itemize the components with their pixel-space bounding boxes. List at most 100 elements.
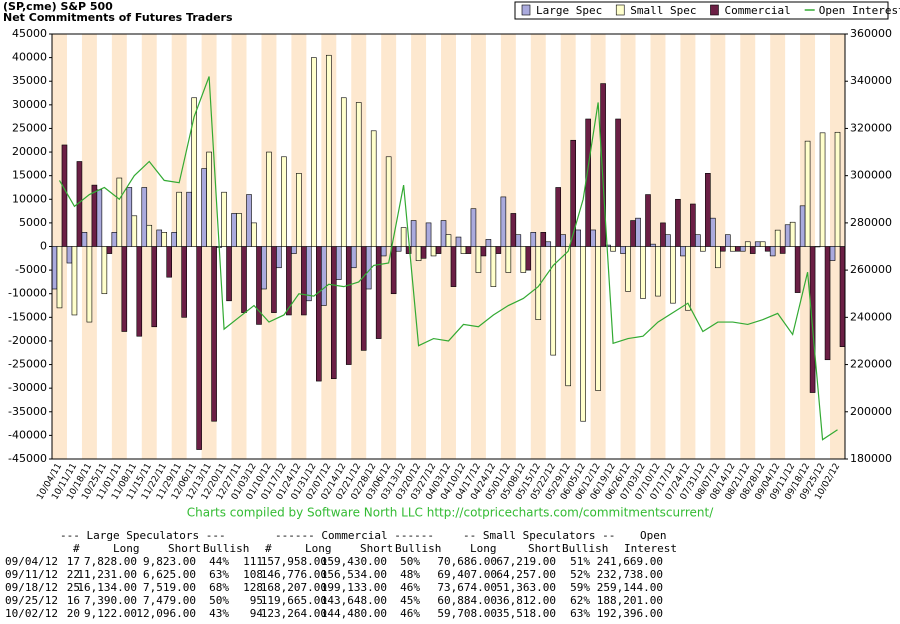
bar [646,195,651,247]
table-column-header: # [265,542,272,555]
table-cell: 45% [400,594,420,607]
bar [456,237,461,246]
bar [202,169,207,247]
bar [745,242,750,247]
bar [396,247,401,252]
table-column-header: Short [168,542,201,555]
table-cell: 64,257.00 [496,568,556,581]
table-column-header: Bullish [203,542,249,555]
table-cell: 146,776.00 [261,568,327,581]
bar [665,235,670,247]
bar [616,119,621,247]
table-group-header: ------ Commercial ------ [275,529,434,542]
bar [276,247,281,268]
table-cell: 7,390.00 [84,594,137,607]
bar [142,187,147,246]
bar [795,247,800,293]
bar [132,216,137,247]
bar [162,232,167,246]
bar [785,225,790,247]
table-cell: 50% [209,594,229,607]
table-cell: 67,219.00 [496,555,556,568]
bar [341,98,346,247]
bar [57,247,62,308]
table-cell: 43% [209,607,229,620]
bar [576,230,581,247]
y-tick-label: 35000 [12,74,47,87]
bar [780,247,785,254]
y-tick-label: -5000 [15,263,47,276]
y-tick-label: 45000 [12,27,47,40]
bar [606,245,611,246]
y2-tick-label: 240000 [850,310,892,323]
table-cell: 50% [400,555,420,568]
bar [636,218,641,246]
table-column-header: Short [360,542,393,555]
bar [72,247,77,315]
bar [770,247,775,256]
bar [212,247,217,422]
bar [237,213,242,246]
bar [730,247,735,252]
bar [581,247,586,422]
table-cell: 168,207.00 [261,581,327,594]
bar [321,247,326,306]
table-cell: 62% [570,594,590,607]
bar [336,247,341,280]
bar [112,232,117,246]
table-cell: 7,479.00 [143,594,196,607]
bar [710,218,715,246]
bar [531,232,536,246]
bar [476,247,481,273]
table-cell: 09/04/12 [5,555,58,568]
bar [466,247,471,254]
bar [157,230,162,247]
table-cell: 16,134.00 [77,581,137,594]
bar [491,247,496,287]
table-cell: 6,625.00 [143,568,196,581]
bar [521,247,526,273]
bar [82,232,87,246]
y-tick-label: 25000 [12,121,47,134]
y-tick-label: -25000 [8,358,47,371]
table-cell: 9,823.00 [143,555,196,568]
table-cell: 63% [570,607,590,620]
bar [695,235,700,247]
bar [596,247,601,391]
table-cell: 11,231.00 [77,568,137,581]
bar [591,230,596,247]
table-cell: 192,396.00 [597,607,663,620]
bar [800,206,805,247]
bar [631,221,636,247]
bar [207,152,212,246]
table-column-header: Long [470,542,497,555]
table-cell: 35,518.00 [496,607,556,620]
bar [446,235,451,247]
table-cell: 143,648.00 [321,594,387,607]
table-cell: 68% [209,581,229,594]
table-cell: 59% [570,581,590,594]
bar [306,247,311,301]
y2-tick-label: 180000 [850,452,892,465]
y2-tick-label: 260000 [850,263,892,276]
bar [192,98,197,247]
y-tick-label: 15000 [12,169,47,182]
bar [127,187,132,246]
bar [291,247,296,254]
bar [67,247,72,264]
y2-tick-label: 300000 [850,169,892,182]
legend-label: Small Spec [630,4,696,17]
bar [137,247,142,337]
bar [705,173,710,246]
bar [481,247,486,256]
bar [281,157,286,247]
bar [556,187,561,246]
table-cell: 188,201.00 [597,594,663,607]
bar [87,247,92,323]
legend-label: Open Interest [819,4,900,17]
table-cell: 259,144.00 [597,581,663,594]
table-cell: 51% [570,555,590,568]
table-cell: 156,534.00 [321,568,387,581]
table-cell: 09/25/12 [5,594,58,607]
bar [660,223,665,247]
